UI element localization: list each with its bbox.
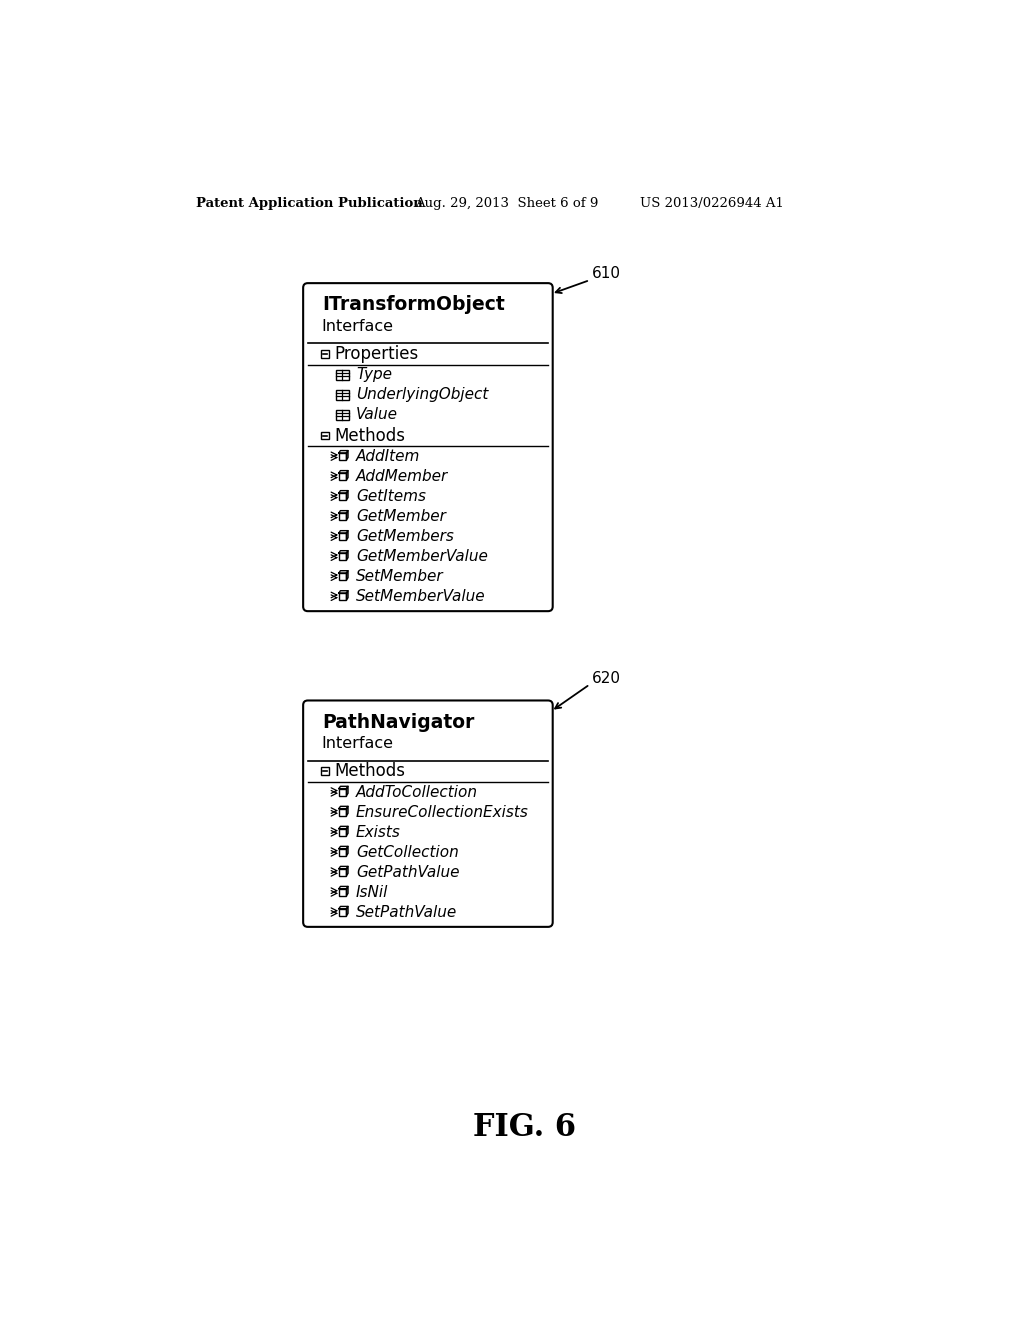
- Bar: [337, 409, 349, 420]
- Bar: [337, 370, 349, 380]
- Text: GetMemberValue: GetMemberValue: [356, 549, 487, 564]
- Text: Methods: Methods: [334, 763, 406, 780]
- Text: GetMember: GetMember: [356, 510, 445, 524]
- Text: Methods: Methods: [334, 426, 406, 445]
- Text: GetPathValue: GetPathValue: [356, 865, 460, 879]
- Text: AddItem: AddItem: [356, 449, 420, 463]
- Text: Interface: Interface: [322, 318, 394, 334]
- Text: Exists: Exists: [356, 825, 400, 840]
- Text: IsNil: IsNil: [356, 884, 388, 900]
- Text: GetItems: GetItems: [356, 488, 426, 504]
- Bar: [339, 849, 346, 855]
- FancyBboxPatch shape: [303, 701, 553, 927]
- Text: Aug. 29, 2013  Sheet 6 of 9: Aug. 29, 2013 Sheet 6 of 9: [415, 197, 598, 210]
- Text: Patent Application Publication: Patent Application Publication: [197, 197, 423, 210]
- Bar: [339, 513, 346, 520]
- Text: GetCollection: GetCollection: [356, 845, 459, 859]
- Bar: [321, 767, 329, 775]
- Text: AddToCollection: AddToCollection: [356, 784, 478, 800]
- Text: ITransformObject: ITransformObject: [322, 296, 505, 314]
- Text: Value: Value: [356, 408, 398, 422]
- Text: UnderlyingObject: UnderlyingObject: [356, 387, 488, 403]
- Text: Interface: Interface: [322, 737, 394, 751]
- Bar: [339, 888, 346, 896]
- Bar: [321, 432, 329, 440]
- Text: GetMembers: GetMembers: [356, 529, 454, 544]
- Bar: [337, 389, 349, 400]
- Text: EnsureCollectionExists: EnsureCollectionExists: [356, 805, 528, 820]
- Bar: [339, 593, 346, 601]
- Bar: [339, 533, 346, 540]
- Bar: [339, 809, 346, 816]
- Bar: [339, 908, 346, 916]
- Text: SetMember: SetMember: [356, 569, 443, 583]
- Bar: [339, 829, 346, 836]
- Bar: [339, 573, 346, 579]
- Bar: [339, 453, 346, 459]
- Text: SetMemberValue: SetMemberValue: [356, 589, 485, 605]
- Bar: [339, 553, 346, 560]
- Bar: [339, 869, 346, 875]
- Bar: [339, 788, 346, 796]
- Text: SetPathValue: SetPathValue: [356, 904, 457, 920]
- FancyBboxPatch shape: [303, 284, 553, 611]
- Text: FIG. 6: FIG. 6: [473, 1111, 577, 1143]
- Text: Type: Type: [356, 367, 392, 383]
- Bar: [339, 473, 346, 480]
- Text: US 2013/0226944 A1: US 2013/0226944 A1: [640, 197, 783, 210]
- Bar: [339, 492, 346, 500]
- Text: Properties: Properties: [334, 345, 419, 363]
- Text: PathNavigator: PathNavigator: [322, 713, 474, 731]
- Text: AddMember: AddMember: [356, 469, 449, 484]
- Text: 620: 620: [592, 671, 621, 685]
- Text: 610: 610: [592, 267, 621, 281]
- Bar: [321, 350, 329, 358]
